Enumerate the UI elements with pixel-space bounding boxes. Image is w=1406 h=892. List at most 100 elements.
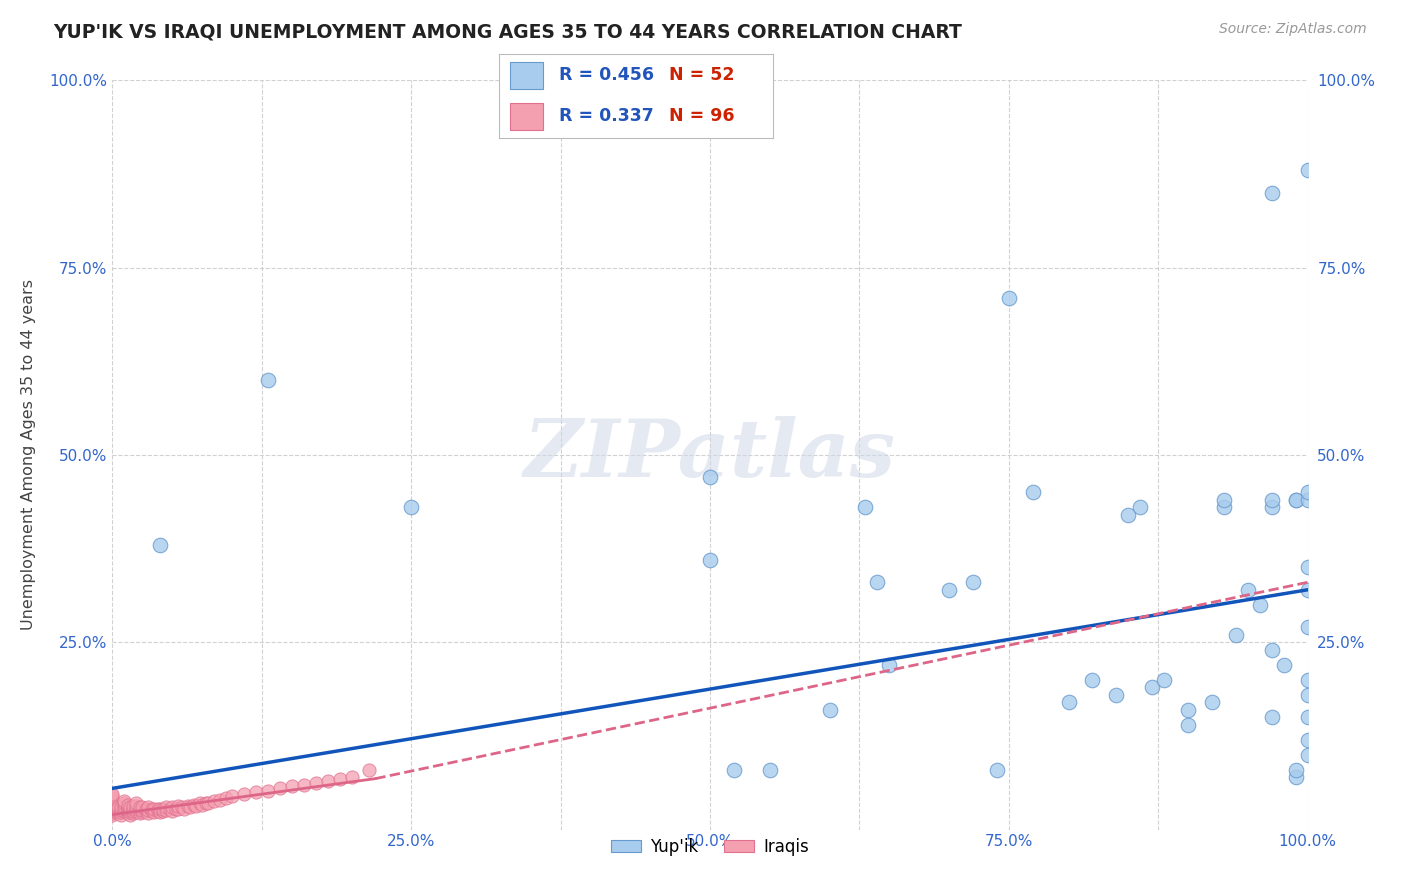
Point xyxy=(101,801,124,815)
Point xyxy=(1296,747,1319,762)
Point xyxy=(179,800,201,814)
Point xyxy=(110,805,132,820)
Point xyxy=(152,804,174,818)
Point xyxy=(101,789,124,803)
Point xyxy=(162,804,183,818)
Point xyxy=(146,804,169,818)
Point xyxy=(1213,492,1236,507)
Point xyxy=(1081,673,1104,687)
Point xyxy=(1285,763,1308,777)
Point xyxy=(1285,770,1308,784)
Point xyxy=(101,791,124,805)
Point xyxy=(998,291,1021,305)
Point xyxy=(316,773,339,788)
Point xyxy=(101,800,124,814)
Point xyxy=(141,804,163,818)
Point xyxy=(1261,492,1284,507)
Point xyxy=(215,791,238,805)
Point xyxy=(117,804,139,818)
Point xyxy=(209,792,232,806)
Point xyxy=(131,803,153,817)
Point xyxy=(1296,688,1319,702)
Point xyxy=(1285,492,1308,507)
Point xyxy=(1296,492,1319,507)
Point xyxy=(114,804,135,818)
Point xyxy=(146,801,169,815)
Point xyxy=(866,575,889,590)
Point xyxy=(1296,710,1319,724)
Point xyxy=(149,805,172,820)
Legend: Yup'ik, Iraqis: Yup'ik, Iraqis xyxy=(603,831,817,863)
Bar xyxy=(510,103,543,130)
Point xyxy=(986,763,1008,777)
Point xyxy=(110,803,132,817)
Point xyxy=(101,787,124,801)
Point xyxy=(1057,695,1080,709)
Point xyxy=(340,770,363,784)
Point xyxy=(101,806,124,821)
Point xyxy=(125,801,148,815)
Point xyxy=(191,797,214,812)
Point xyxy=(257,783,280,797)
Point xyxy=(101,804,124,818)
Point xyxy=(117,797,139,812)
Point xyxy=(305,776,328,790)
Point xyxy=(101,796,124,810)
Point xyxy=(1177,717,1199,731)
Point xyxy=(121,804,143,818)
Point xyxy=(117,800,139,814)
Point xyxy=(135,804,157,818)
Point xyxy=(120,803,142,817)
Text: R = 0.456: R = 0.456 xyxy=(560,66,654,84)
Point xyxy=(329,772,352,786)
Point xyxy=(107,806,129,821)
Point xyxy=(197,797,219,811)
Point xyxy=(138,803,160,817)
Point xyxy=(1296,732,1319,747)
Point xyxy=(723,763,745,777)
Point xyxy=(245,785,267,799)
Point xyxy=(1153,673,1175,687)
Point xyxy=(233,787,256,801)
Point xyxy=(194,796,217,810)
Point xyxy=(135,801,157,815)
Point xyxy=(186,798,208,813)
Point xyxy=(759,763,782,777)
Point xyxy=(173,801,195,815)
Point xyxy=(155,803,177,817)
Point xyxy=(152,801,174,815)
Point xyxy=(292,778,315,792)
Point xyxy=(699,470,721,484)
Point xyxy=(1022,485,1045,500)
Point xyxy=(101,794,124,808)
Point xyxy=(159,801,181,815)
Point xyxy=(129,800,152,814)
Point xyxy=(1296,582,1319,597)
Point xyxy=(138,800,160,814)
Point xyxy=(114,798,135,813)
Point xyxy=(149,802,172,816)
Point xyxy=(117,806,139,821)
Point xyxy=(1118,508,1140,522)
Point xyxy=(1261,642,1284,657)
Point xyxy=(879,657,901,672)
Point xyxy=(1261,186,1284,200)
Point xyxy=(401,500,423,515)
Point xyxy=(121,798,143,813)
Point xyxy=(938,582,960,597)
Point xyxy=(1213,500,1236,515)
Point xyxy=(1142,680,1164,694)
Point xyxy=(1261,500,1284,515)
Point xyxy=(129,803,152,817)
Point xyxy=(110,807,132,822)
Point xyxy=(1296,485,1319,500)
Point xyxy=(131,800,153,814)
Point xyxy=(188,797,211,811)
Point xyxy=(125,798,148,813)
Point xyxy=(1105,688,1128,702)
Point xyxy=(162,800,183,814)
Point xyxy=(281,779,304,793)
Point xyxy=(165,801,187,815)
Point xyxy=(1225,628,1247,642)
Point xyxy=(167,798,190,813)
